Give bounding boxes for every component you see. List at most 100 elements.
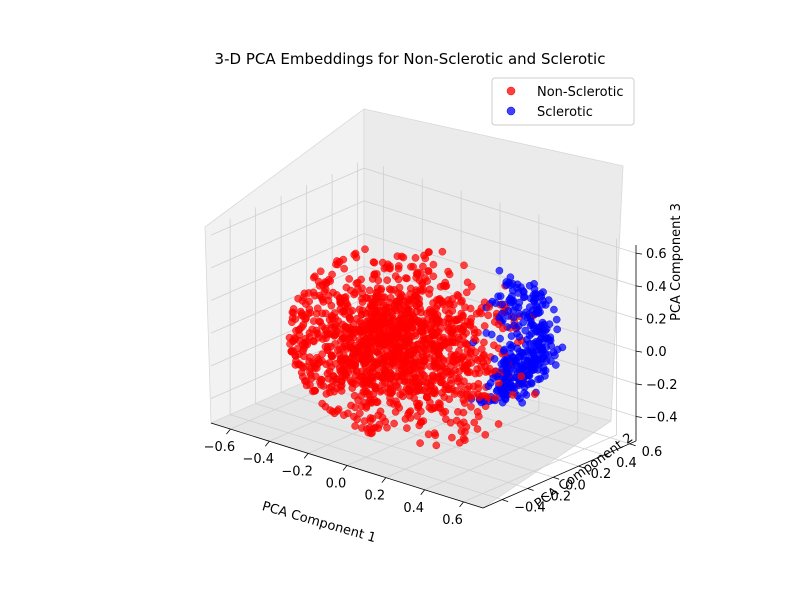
non-sclerotic-point xyxy=(453,356,461,364)
sclerotic-point xyxy=(494,292,502,301)
sclerotic-point xyxy=(534,375,542,384)
non-sclerotic-point xyxy=(382,372,391,381)
non-sclerotic-point xyxy=(392,381,401,390)
non-sclerotic-point xyxy=(358,298,367,306)
non-sclerotic-point xyxy=(469,390,478,399)
non-sclerotic-point xyxy=(445,314,454,323)
y-tick-label: −0.2 xyxy=(540,489,572,504)
non-sclerotic-point xyxy=(448,295,457,303)
non-sclerotic-point xyxy=(381,305,389,314)
non-sclerotic-point xyxy=(396,294,404,303)
y-grid-line-floor xyxy=(255,403,528,489)
z-tick-label: −0.4 xyxy=(646,411,678,426)
non-sclerotic-point xyxy=(348,306,357,315)
sclerotic-point xyxy=(515,333,524,341)
non-sclerotic-point xyxy=(338,372,347,381)
non-sclerotic-point xyxy=(461,436,469,444)
non-sclerotic-point xyxy=(327,301,336,310)
non-sclerotic-point xyxy=(351,380,360,388)
non-sclerotic-point xyxy=(300,339,309,347)
non-sclerotic-point xyxy=(359,341,368,349)
non-sclerotic-point xyxy=(418,280,427,289)
non-sclerotic-point xyxy=(395,361,404,369)
non-sclerotic-point xyxy=(390,419,398,428)
non-sclerotic-point xyxy=(425,333,434,342)
non-sclerotic-point xyxy=(495,379,503,387)
sclerotic-point xyxy=(501,361,510,370)
non-sclerotic-point xyxy=(419,337,428,346)
non-sclerotic-point xyxy=(372,348,381,356)
z-tick-label: 0.2 xyxy=(646,313,667,328)
non-sclerotic-point xyxy=(310,337,318,346)
non-sclerotic-point xyxy=(458,313,467,321)
non-sclerotic-point xyxy=(400,368,409,377)
x-grid-line-floor xyxy=(463,434,617,503)
sclerotic-point xyxy=(549,348,558,357)
z-tick-label: −0.2 xyxy=(646,378,678,393)
non-sclerotic-point xyxy=(357,372,366,381)
non-sclerotic-point xyxy=(445,270,454,279)
non-sclerotic-point xyxy=(370,258,379,267)
non-sclerotic-point xyxy=(420,371,429,380)
non-sclerotic-point xyxy=(430,362,439,370)
sclerotic-point xyxy=(527,358,536,367)
sclerotic-point xyxy=(491,299,500,307)
non-sclerotic-point xyxy=(402,311,411,320)
non-sclerotic-point xyxy=(340,264,349,273)
x-tick-mark xyxy=(264,440,270,447)
non-sclerotic-point xyxy=(316,267,325,276)
y-tick-label: −0.4 xyxy=(514,501,546,516)
z-tick-mark xyxy=(635,285,643,288)
non-sclerotic-point xyxy=(438,247,447,256)
non-sclerotic-point xyxy=(494,320,503,329)
non-sclerotic-point xyxy=(419,417,428,425)
y-tick-label: 0.0 xyxy=(565,478,586,493)
non-sclerotic-point xyxy=(388,357,397,366)
non-sclerotic-point xyxy=(480,338,488,347)
non-sclerotic-point xyxy=(438,341,447,350)
non-sclerotic-point xyxy=(508,391,517,399)
non-sclerotic-point xyxy=(365,305,373,313)
chart-title: 3-D PCA Embeddings for Non-Sclerotic and… xyxy=(215,50,606,68)
non-sclerotic-point xyxy=(432,441,441,450)
non-sclerotic-point xyxy=(394,325,403,333)
sclerotic-point xyxy=(496,334,504,343)
x-tick-label: −0.2 xyxy=(281,464,313,479)
z-grid-line-left xyxy=(210,265,365,334)
non-sclerotic-point xyxy=(439,318,448,327)
z-tick-mark xyxy=(635,383,643,386)
non-sclerotic-point xyxy=(342,283,351,292)
sclerotic-point xyxy=(544,334,552,343)
non-sclerotic-point xyxy=(395,283,404,292)
sclerotic-point xyxy=(518,398,527,407)
non-sclerotic-point xyxy=(367,328,376,337)
non-sclerotic-point xyxy=(460,377,468,386)
non-sclerotic-point xyxy=(298,323,306,331)
non-sclerotic-point xyxy=(416,439,424,447)
non-sclerotic-point xyxy=(291,352,300,360)
non-sclerotic-point xyxy=(429,272,438,281)
non-sclerotic-point xyxy=(372,292,380,301)
non-sclerotic-point xyxy=(391,408,400,416)
non-sclerotic-point xyxy=(291,315,300,323)
non-sclerotic-point xyxy=(375,420,384,429)
non-sclerotic-point xyxy=(312,364,321,372)
non-sclerotic-point xyxy=(317,376,326,384)
non-sclerotic-point xyxy=(331,340,339,348)
sclerotic-point xyxy=(523,335,531,344)
non-sclerotic-point xyxy=(424,430,433,439)
non-sclerotic-point xyxy=(394,275,403,284)
x-tick-label: −0.6 xyxy=(204,440,236,455)
sclerotic-point xyxy=(525,281,534,290)
non-sclerotic-point xyxy=(340,351,348,360)
sclerotic-point xyxy=(502,381,511,390)
non-sclerotic-point xyxy=(333,257,341,265)
non-sclerotic-point xyxy=(417,407,425,416)
non-sclerotic-point xyxy=(450,390,459,398)
sclerotic-point xyxy=(505,296,514,305)
non-sclerotic-point xyxy=(421,254,430,263)
non-sclerotic-point xyxy=(483,367,492,375)
grid-lines xyxy=(210,162,637,503)
non-sclerotic-point xyxy=(473,425,482,433)
sclerotic-point xyxy=(552,315,561,324)
